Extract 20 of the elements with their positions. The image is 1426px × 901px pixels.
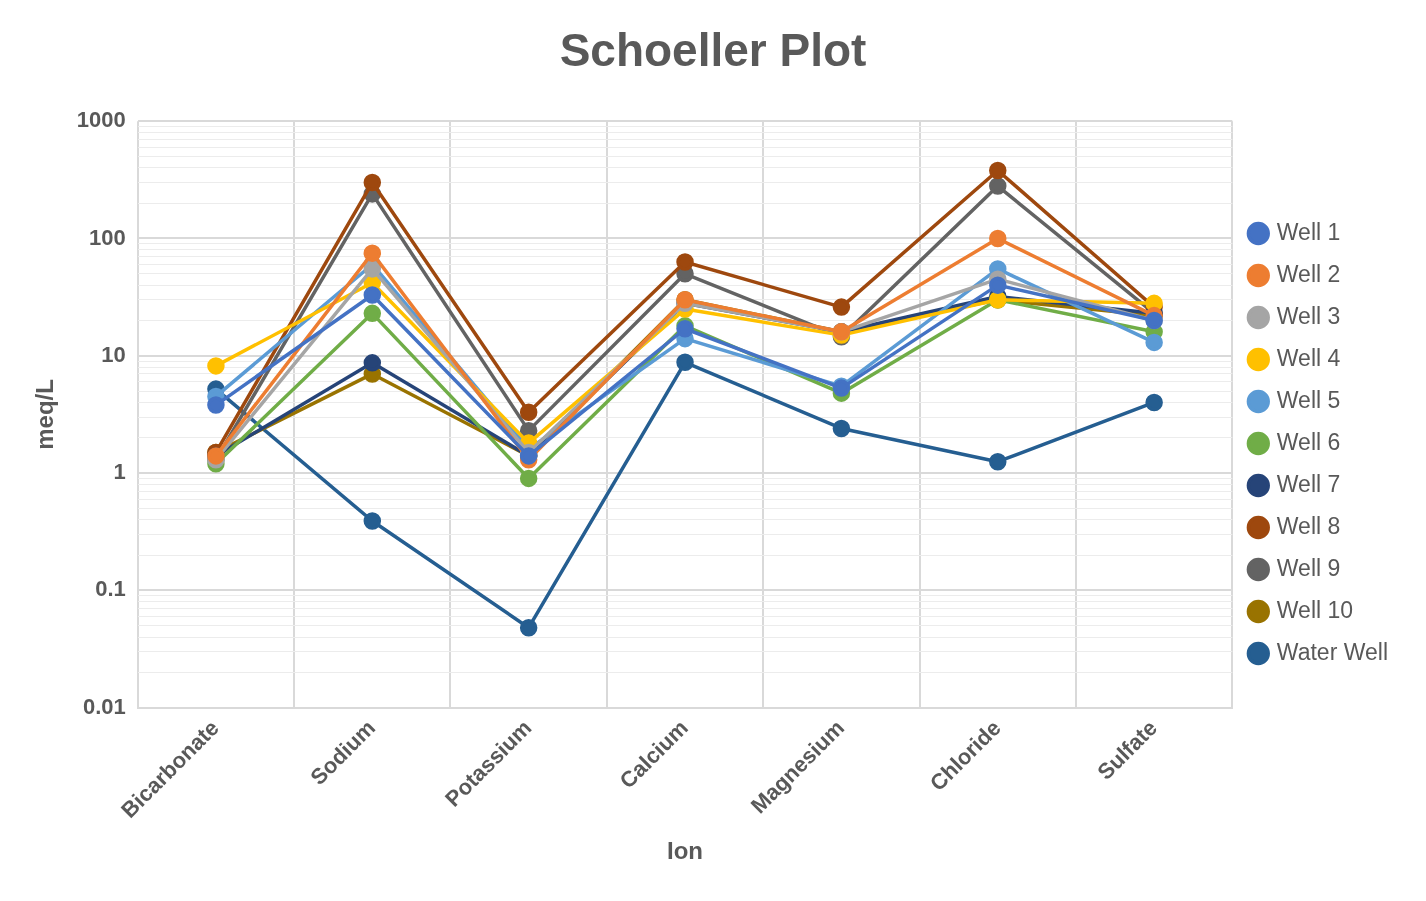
- legend-label: Well 3: [1276, 302, 1341, 329]
- y-tick-label: 10: [101, 341, 126, 367]
- legend-label: Well 4: [1276, 344, 1341, 371]
- legend-label: Well 7: [1276, 470, 1341, 497]
- legend-label: Well 9: [1276, 554, 1341, 581]
- legend-label: Well 1: [1276, 218, 1341, 245]
- legend-label: Water Well: [1276, 638, 1389, 665]
- legend-label: Well 5: [1276, 386, 1341, 413]
- legend-label: Well 10: [1276, 596, 1354, 623]
- y-tick-label: 1: [113, 459, 126, 485]
- y-tick-label: 1000: [76, 107, 126, 133]
- y-tick-label: 0.1: [95, 576, 126, 602]
- y-tick-label: 100: [89, 224, 126, 250]
- y-axis-title: meq/L: [31, 379, 59, 450]
- legend-label: Well 2: [1276, 260, 1341, 287]
- legend-label: Well 6: [1276, 428, 1341, 455]
- y-tick-label: 0.01: [82, 693, 126, 719]
- chart-title: Schoeller Plot: [559, 24, 867, 77]
- legend-label: Well 8: [1276, 512, 1341, 539]
- x-axis-title: Ion: [667, 837, 704, 865]
